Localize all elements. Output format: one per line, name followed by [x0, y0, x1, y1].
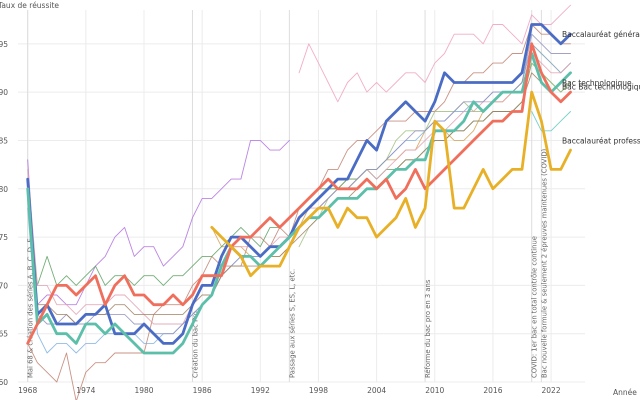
x-tick-label: 1980 [134, 386, 153, 395]
series-line-highlight [26, 42, 572, 345]
x-tick-label: 1992 [251, 386, 270, 395]
series-end-label: Bac Bac technologique [562, 82, 640, 91]
series-line [531, 111, 571, 132]
annotations: Mai 68 & création des séries A, B, C, D,… [27, 10, 548, 382]
series-line-highlight [210, 90, 572, 278]
annotation-text: COVID: 1er bac en total contrôle continu… [531, 236, 539, 378]
annotation-text: Passage aux séries S, ES, L, etc. [288, 269, 296, 378]
series-line [27, 72, 571, 325]
annotation-text: Réforme du bac pro en 3 ans [424, 279, 432, 378]
series-line-highlight [26, 52, 572, 355]
y-tick-label: 80 [0, 185, 8, 194]
series-end-label: Baccalauréat professionnel [562, 136, 640, 145]
x-tick-label: 2010 [425, 386, 444, 395]
x-axis-title: Année [613, 388, 637, 397]
x-tick-label: 2022 [542, 386, 561, 395]
axis-ticks: 1968 1974 1980 1986 1992 1998 2004 2010 2016 2022… [0, 40, 561, 395]
x-tick-label: 1998 [309, 386, 328, 395]
x-tick-label: 2004 [367, 386, 386, 395]
x-tick-label: 1968 [18, 386, 37, 395]
y-tick-label: 70 [0, 281, 8, 290]
highlighted-series-lines [26, 23, 572, 355]
y-tick-label: 85 [0, 136, 8, 145]
y-tick-label: 90 [0, 88, 8, 97]
x-tick-label: 1986 [193, 386, 212, 395]
y-tick-label: 95 [0, 40, 8, 49]
y-tick-label: 65 [0, 330, 8, 339]
y-tick-label: 75 [0, 233, 8, 242]
series-line [298, 4, 571, 103]
series-line [27, 43, 571, 354]
series-end-label: Bac technologique [562, 78, 632, 87]
x-tick-label: 2016 [483, 386, 502, 395]
y-tick-label: 60 [0, 378, 8, 387]
series-line [27, 139, 290, 306]
annotation-text: Bac nouvelle formule & seulement 2 épreu… [540, 148, 548, 378]
annotation-text: Mai 68 & création des séries A, B, C, D,… [27, 238, 35, 378]
annotation-text: Création du bac Pro [191, 311, 199, 378]
x-tick-label: 1974 [76, 386, 95, 395]
y-axis-title: Taux de réussite [0, 1, 59, 10]
series-lines [27, 4, 571, 400]
series-line [27, 24, 571, 400]
series-line-highlight [26, 23, 572, 345]
series-end-label: Baccalauréat général [562, 30, 640, 39]
